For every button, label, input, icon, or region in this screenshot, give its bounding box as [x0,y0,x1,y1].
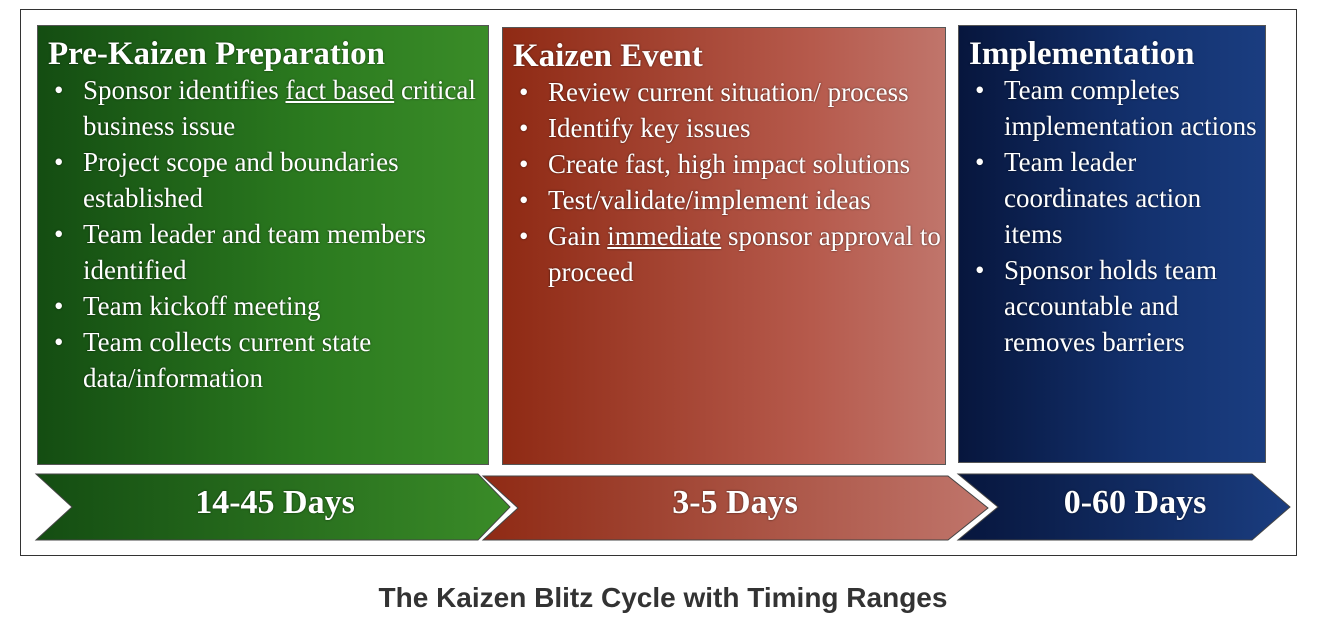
bullet-item: Team collects current state data/informa… [48,324,488,396]
arrow-pre-kaizen [34,473,511,541]
bullet-item: Team completes implementation actions [969,72,1265,144]
bullet-text: Sponsor identifies [83,75,286,105]
bullet-text: Create fast, high impact solutions [548,149,911,179]
bullet-item: Project scope and boundaries established [48,144,488,216]
duration-implementation: 0-60 Days [1063,484,1207,521]
bullet-item: Sponsor holds team accountable and remov… [969,252,1265,360]
bullet-text: Test/validate/implement ideas [548,185,871,215]
bullet-text: Review current situation/ process [548,77,909,107]
underlined-text: immediate [607,221,722,251]
bullet-item: Team kickoff meeting [48,288,488,324]
bullet-item: Review current situation/ process [513,74,945,110]
duration-kaizen-event: 3-5 Days [672,484,798,521]
bullet-text: Team completes implementation actions [1004,75,1257,141]
phase-title: Pre-Kaizen Preparation [48,36,385,72]
bullet-text: critical business issue [83,75,476,141]
bullet-text: sponsor approval to proceed [548,221,941,287]
bullet-item: Identify key issues [513,110,945,146]
phase-box-implementation: Implementation Team completes implementa… [958,25,1266,463]
bullet-text: Team leader and team members identified [83,219,426,285]
bullet-item: Sponsor identifies fact based critical b… [48,72,488,144]
bullet-list: Sponsor identifies fact based critical b… [48,72,488,396]
bullet-text: Project scope and boundaries established [83,147,399,213]
figure-caption: The Kaizen Blitz Cycle with Timing Range… [378,582,948,613]
bullet-text: Identify key issues [548,113,751,143]
bullet-item: Gain immediate sponsor approval to proce… [513,218,945,290]
phase-title: Implementation [969,36,1195,72]
bullet-text: Sponsor holds team accountable and remov… [1004,255,1217,357]
phase-box-pre-kaizen: Pre-Kaizen Preparation Sponsor identifie… [37,25,489,465]
bullet-item: Test/validate/implement ideas [513,182,945,218]
bullet-text: Team collects current state data/informa… [83,327,372,393]
phase-box-kaizen-event: Kaizen Event Review current situation/ p… [502,27,946,465]
bullet-list: Review current situation/ process Identif… [513,74,945,290]
bullet-list: Team completes implementation actionsTea… [969,72,1265,360]
bullet-text: Team kickoff meeting [83,291,321,321]
phase-title: Kaizen Event [513,38,703,74]
arrow-implementation [956,473,1291,541]
bullet-text: Team leader coordinates action items [1004,147,1202,249]
bullet-item: Team leader coordinates action items [969,144,1265,252]
duration-pre-kaizen: 14-45 Days [195,484,355,521]
bullet-item: Team leader and team members identified [48,216,488,288]
arrow-kaizen-event [481,475,989,541]
underlined-text: fact based [285,75,395,105]
bullet-item: Create fast, high impact solutions [513,146,945,182]
bullet-text: Gain [548,221,608,251]
